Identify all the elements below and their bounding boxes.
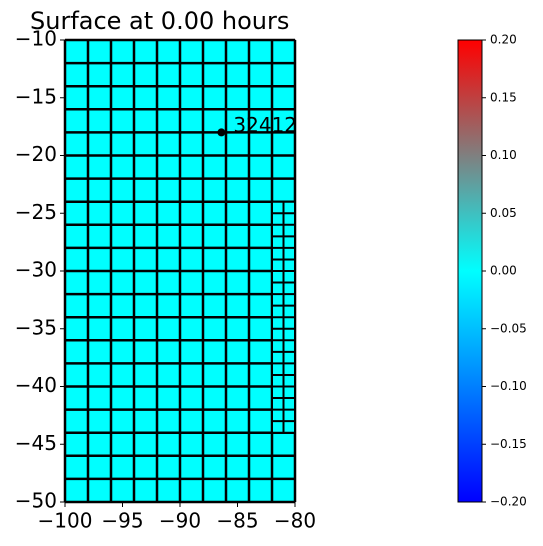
y-tick-label: −25 xyxy=(15,200,57,224)
y-tick-label: −30 xyxy=(15,258,57,282)
x-tick-label: −95 xyxy=(101,509,143,533)
y-tick-label: −15 xyxy=(15,84,57,108)
colorbar-tick-label: −0.15 xyxy=(490,437,527,451)
chart-title: Surface at 0.00 hours xyxy=(30,7,289,35)
colorbar-tick-label: 0.15 xyxy=(490,90,517,104)
y-tick-label: −20 xyxy=(15,142,57,166)
y-tick-label: −10 xyxy=(15,27,57,51)
x-tick-label: −80 xyxy=(274,509,316,533)
colorbar-tick-label: −0.10 xyxy=(490,379,527,393)
y-tick-label: −50 xyxy=(15,489,57,513)
x-tick-label: −90 xyxy=(159,509,201,533)
y-tick-label: −35 xyxy=(15,315,57,339)
x-tick-label: −100 xyxy=(38,509,93,533)
gauge-label: 32412 xyxy=(233,113,297,137)
colorbar xyxy=(457,39,483,503)
colorbar-tick-label: 0.05 xyxy=(490,206,517,220)
x-tick-label: −85 xyxy=(216,509,258,533)
colorbar-tick-label: −0.05 xyxy=(490,321,527,335)
colorbar-tick-label: 0.00 xyxy=(490,264,517,278)
y-tick-label: −45 xyxy=(15,431,57,455)
colorbar-tick-label: 0.20 xyxy=(490,33,517,47)
colorbar-tick-label: −0.20 xyxy=(490,495,527,509)
gauge xyxy=(217,128,226,137)
colorbar-tick-label: 0.10 xyxy=(490,148,517,162)
y-tick-label: −40 xyxy=(15,373,57,397)
